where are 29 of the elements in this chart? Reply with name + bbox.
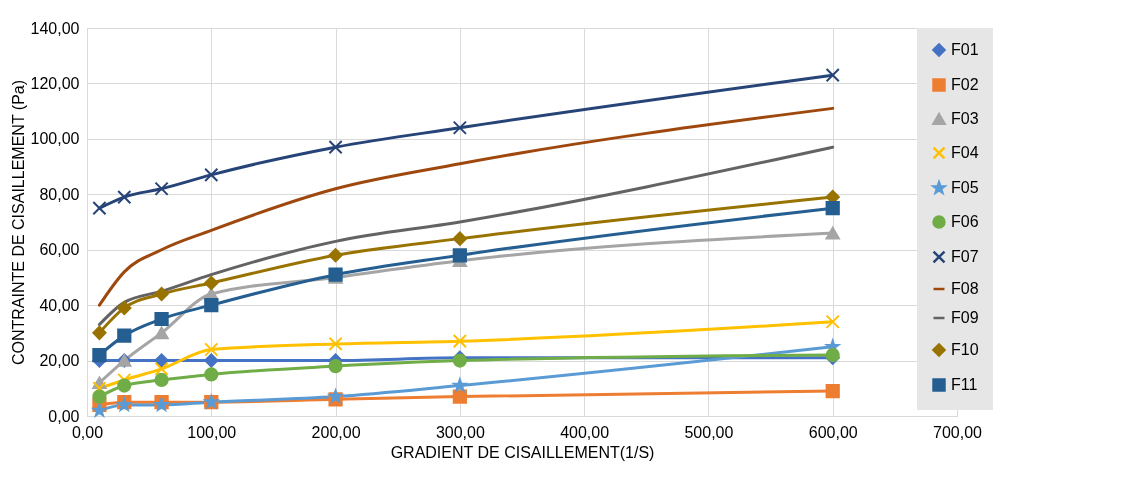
x-tick-label: 100,00 <box>187 423 237 441</box>
x-tick-label: 0,00 <box>71 423 104 441</box>
legend-label: F03 <box>951 110 979 127</box>
y-tick-label: 40,00 <box>39 296 80 314</box>
legend-label: F01 <box>951 41 979 58</box>
legend-label: F09 <box>951 309 979 326</box>
y-tick-label: 0,00 <box>48 407 80 425</box>
x-tick-label: 500,00 <box>684 423 734 441</box>
y-tick-label: 140,00 <box>30 19 80 37</box>
legend-label: F05 <box>951 179 979 196</box>
y-tick-label: 20,00 <box>39 352 80 370</box>
y-tick-label: 80,00 <box>39 185 80 203</box>
legend-label: F06 <box>951 213 979 230</box>
legend-label: F07 <box>951 248 979 265</box>
legend-label: F08 <box>951 280 979 297</box>
legend-label: F02 <box>951 76 979 93</box>
x-tick-label: 300,00 <box>435 423 485 441</box>
x-tick-label: 200,00 <box>311 423 361 441</box>
legend-label: F11 <box>951 376 978 393</box>
x-tick-label: 700,00 <box>933 423 983 441</box>
y-tick-label: 120,00 <box>30 74 80 92</box>
legend-label: F04 <box>951 144 979 161</box>
x-tick-label: 600,00 <box>808 423 858 441</box>
y-tick-label: 100,00 <box>30 130 80 148</box>
x-axis-title: GRADIENT DE CISAILLEMENT(1/S) <box>390 443 655 461</box>
x-tick-label: 400,00 <box>560 423 610 441</box>
legend-label: F10 <box>951 341 979 358</box>
y-tick-label: 60,00 <box>39 241 80 259</box>
y-axis-title: CONTRAINTE DE CISAILLEMENT (Pa) <box>9 79 27 366</box>
